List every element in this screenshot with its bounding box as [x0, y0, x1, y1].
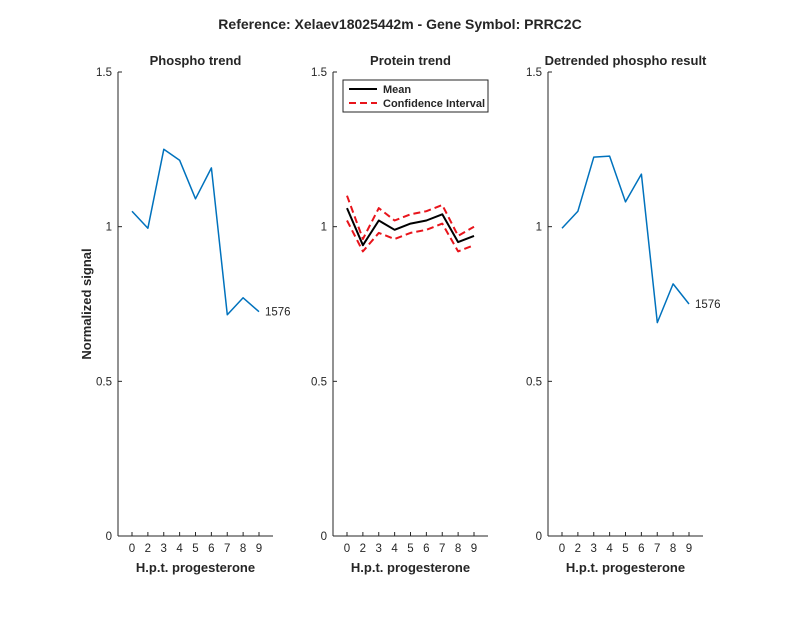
series-line-mean — [346, 207, 475, 247]
y-tick-label: 0 — [321, 531, 327, 543]
legend: Mean Confidence Interval — [342, 79, 489, 113]
x-tick-label: 2 — [145, 543, 151, 555]
series-end-label: 1576 — [695, 299, 721, 311]
x-tick-label: 0 — [559, 543, 565, 555]
x-tick-label: 6 — [638, 543, 644, 555]
y-tick-label: 1 — [106, 222, 112, 234]
y-tick-label: 0.5 — [526, 376, 542, 388]
series-line-1 — [131, 148, 260, 316]
y-axis-label: Normalized signal — [79, 248, 94, 359]
x-tick-label: 0 — [344, 543, 350, 555]
x-tick-label: 8 — [455, 543, 461, 555]
x-tick-label: 8 — [240, 543, 246, 555]
x-tick-label: 7 — [439, 543, 445, 555]
legend-label: Mean — [383, 84, 411, 96]
x-tick-label: 4 — [606, 543, 613, 555]
legend-label: Confidence Interval — [383, 98, 485, 110]
x-tick-label: 7 — [654, 543, 660, 555]
x-axis-label: H.p.t. progesterone — [351, 560, 470, 575]
x-tick-label: 0 — [129, 543, 135, 555]
series-line-1 — [561, 155, 690, 324]
x-tick-label: 4 — [176, 543, 183, 555]
x-tick-label: 6 — [208, 543, 214, 555]
x-tick-label: 3 — [161, 543, 167, 555]
y-tick-label: 1.5 — [311, 67, 327, 79]
x-tick-label: 9 — [256, 543, 262, 555]
y-tick-label: 0 — [536, 531, 542, 543]
x-tick-label: 5 — [407, 543, 413, 555]
y-tick-label: 1.5 — [96, 67, 112, 79]
x-tick-label: 4 — [391, 543, 398, 555]
x-tick-label: 5 — [622, 543, 628, 555]
x-tick-label: 7 — [224, 543, 230, 555]
x-tick-label: 9 — [686, 543, 692, 555]
x-axis-label: H.p.t. progesterone — [136, 560, 255, 575]
y-tick-label: 0.5 — [96, 376, 112, 388]
x-tick-label: 2 — [575, 543, 581, 555]
y-tick-label: 0 — [106, 531, 112, 543]
series-line-3 — [346, 220, 475, 253]
x-tick-label: 9 — [471, 543, 477, 555]
series-line-confidence-interval — [346, 195, 475, 240]
y-tick-label: 1 — [536, 222, 542, 234]
x-tick-label: 8 — [670, 543, 676, 555]
legend-box — [342, 79, 489, 113]
panel-title: Detrended phospho result — [545, 53, 707, 68]
x-tick-label: 2 — [360, 543, 366, 555]
x-tick-label: 3 — [591, 543, 597, 555]
x-axis-label: H.p.t. progesterone — [566, 560, 685, 575]
series-end-label: 1576 — [265, 307, 291, 319]
y-tick-label: 1.5 — [526, 67, 542, 79]
y-tick-label: 1 — [321, 222, 327, 234]
x-tick-label: 3 — [376, 543, 382, 555]
panel-title: Protein trend — [370, 53, 451, 68]
y-tick-label: 0.5 — [311, 376, 327, 388]
figure-title: Reference: Xelaev18025442m - Gene Symbol… — [218, 16, 581, 32]
x-tick-label: 6 — [423, 543, 429, 555]
panel-title: Phospho trend — [150, 53, 242, 68]
x-tick-label: 5 — [192, 543, 198, 555]
